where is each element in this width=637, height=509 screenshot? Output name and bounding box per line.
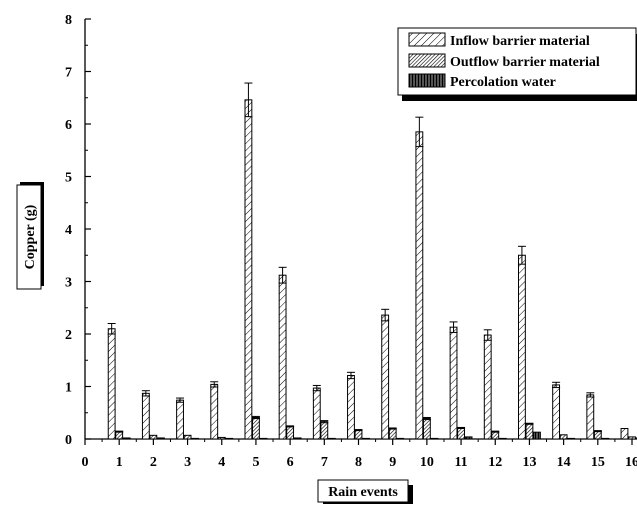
bar-percolation: [225, 437, 234, 440]
bar-outflow: [320, 421, 329, 440]
bar-outflow: [457, 427, 465, 440]
bar-inflow: [381, 314, 390, 440]
y-axis-label: Copper (g): [23, 204, 38, 269]
x-tick-label: 6: [287, 455, 294, 470]
bar-inflow: [586, 394, 595, 440]
x-tick-label: 7: [321, 455, 328, 470]
bar-percolation: [464, 436, 473, 440]
bar-outflow: [354, 429, 363, 440]
bar-inflow: [244, 99, 253, 440]
bar-inflow: [517, 254, 526, 440]
x-tick-label: 0: [82, 455, 89, 470]
bar-inflow: [141, 392, 150, 440]
bar-inflow: [483, 334, 492, 440]
x-tick-label: 2: [150, 455, 157, 470]
legend-swatch-inflow: [408, 32, 446, 47]
x-tick-label: 10: [420, 455, 434, 470]
bar-outflow: [388, 428, 397, 440]
bar-percolation: [533, 431, 541, 440]
x-tick-label: 15: [591, 455, 605, 470]
bar-outflow: [217, 436, 226, 440]
bar-percolation: [396, 437, 405, 440]
x-tick-label: 8: [355, 455, 362, 470]
bar-inflow: [552, 384, 561, 440]
x-axis-label-box: Rain events: [317, 479, 413, 507]
x-tick-label: 4: [218, 455, 225, 470]
bar-percolation: [293, 437, 302, 440]
y-tick-label: 4: [65, 223, 72, 238]
bar-percolation: [430, 437, 439, 440]
x-tick-label: 16: [625, 455, 637, 470]
bar-percolation: [601, 437, 610, 440]
bars: [107, 82, 637, 440]
x-axis-label: Rain events: [328, 485, 398, 500]
bar-outflow: [628, 436, 636, 440]
bar-outflow: [593, 430, 602, 440]
bar-outflow: [525, 423, 534, 440]
bar-percolation: [362, 437, 370, 440]
x-tick-label: 3: [184, 455, 191, 470]
x-tick-label: 11: [454, 455, 467, 470]
bar-percolation: [567, 437, 576, 440]
y-tick-label: 7: [65, 66, 72, 81]
bar-inflow: [449, 326, 458, 440]
bar-outflow: [183, 434, 192, 440]
legend-swatch-outflow: [408, 53, 446, 68]
bar-inflow: [176, 399, 184, 440]
bar-outflow: [115, 431, 124, 440]
y-tick-label: 2: [65, 328, 72, 343]
legend: Inflow barrier material Outflow barrier …: [397, 27, 637, 101]
legend-swatch-percolation: [408, 73, 446, 88]
bar-inflow: [415, 131, 424, 440]
bar-outflow: [559, 434, 568, 440]
legend-label-outflow: Outflow barrier material: [450, 55, 600, 70]
bar-inflow: [278, 274, 287, 440]
bar-outflow: [252, 416, 260, 440]
y-tick-label: 8: [65, 13, 72, 28]
x-tick-label: 14: [557, 455, 571, 470]
bar-outflow: [491, 431, 500, 440]
y-tick-label: 5: [65, 171, 72, 186]
y-tick-label: 0: [65, 433, 72, 448]
legend-label-inflow: Inflow barrier material: [450, 34, 590, 49]
bar-percolation: [498, 437, 507, 440]
bar-outflow: [422, 418, 431, 440]
x-tick-label: 12: [488, 455, 502, 470]
bar-outflow: [149, 434, 158, 440]
bar-percolation: [259, 437, 268, 440]
legend-label-percolation: Percolation water: [450, 75, 556, 90]
x-tick-label: 9: [389, 455, 396, 470]
y-tick-label: 3: [65, 276, 72, 291]
y-tick-label: 1: [65, 381, 72, 396]
bar-inflow: [312, 387, 321, 440]
bar-percolation: [156, 437, 165, 440]
bar-inflow: [210, 383, 219, 440]
bar-inflow: [620, 428, 629, 440]
bar-percolation: [327, 437, 336, 440]
bar-percolation: [122, 437, 131, 440]
bar-percolation: [191, 437, 200, 440]
y-tick-label: 6: [65, 118, 72, 133]
bar-outflow: [286, 425, 295, 440]
bar-inflow: [347, 374, 355, 440]
x-tick-label: 5: [252, 455, 259, 470]
bar-inflow: [107, 328, 116, 440]
x-tick-label: 1: [116, 455, 123, 470]
x-tick-label: 13: [522, 455, 536, 470]
y-axis-label-box: Copper (g): [16, 182, 44, 290]
